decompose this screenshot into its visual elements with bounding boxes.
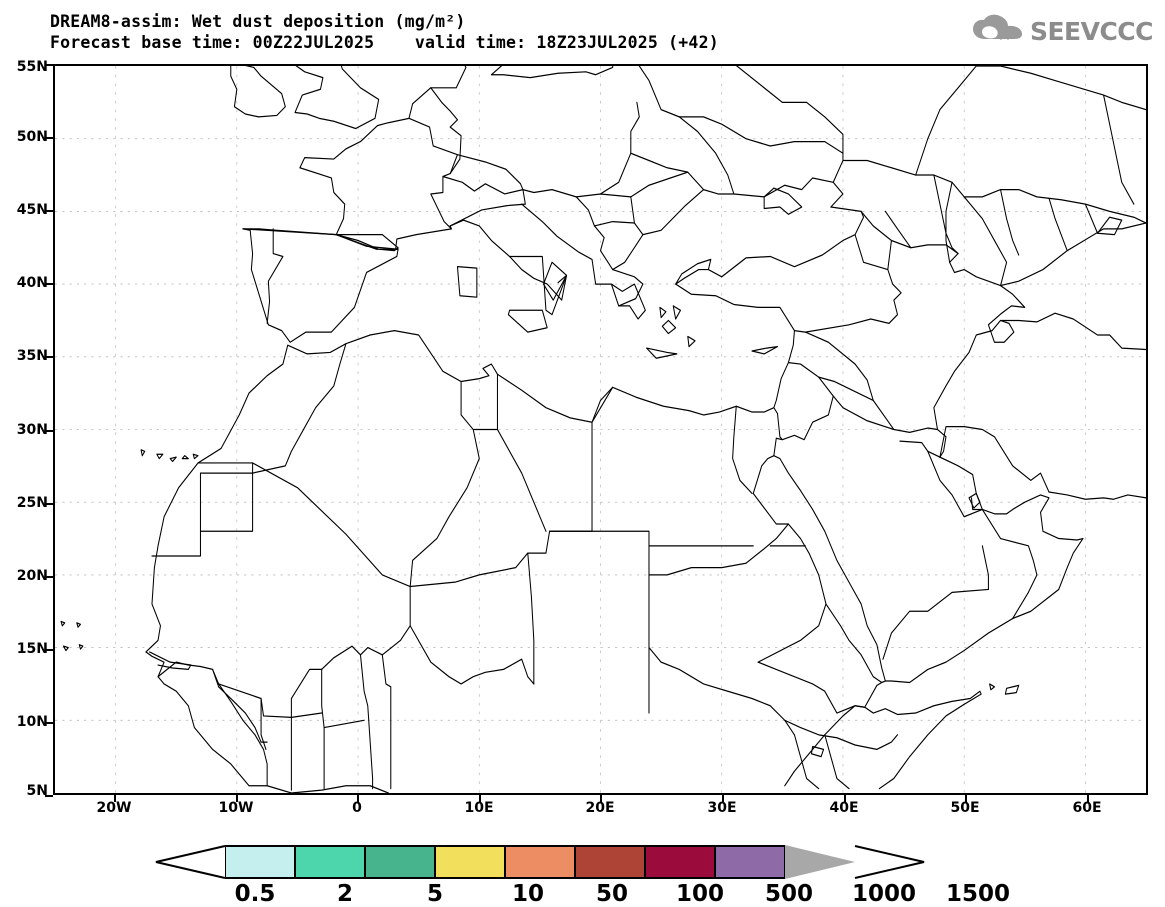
- colorbar-cell-1: [295, 845, 365, 879]
- map-plot-area[interactable]: [53, 64, 1148, 795]
- y-tick-25n: [45, 503, 53, 505]
- colorbar-cell-5: [575, 845, 645, 879]
- colorbar-cell-4: [505, 845, 575, 879]
- colorbar-cell-2: [365, 845, 435, 879]
- chart-header: DREAM8-assim: Wet dust deposition (mg/m²…: [0, 0, 1165, 62]
- y-tick-35n: [45, 356, 53, 358]
- colorbar-cell-7: [715, 845, 785, 879]
- y-axis-label-55n: 55N: [16, 59, 48, 75]
- colorbar-tick-1500: 1500: [945, 881, 1011, 907]
- x-tick-20e: [600, 795, 602, 802]
- x-axis-label-20e: 20E: [585, 800, 615, 816]
- map-coastlines: [60, 66, 1146, 793]
- colorbar-tick-100: 100: [675, 881, 725, 907]
- x-tick-40e: [844, 795, 846, 802]
- x-tick-30e: [722, 795, 724, 802]
- forecast-time-subtitle: Forecast base time: 00Z22JUL2025 valid t…: [50, 33, 719, 52]
- colorbar-swatches: [155, 845, 855, 879]
- y-tick-15n: [45, 649, 53, 651]
- colorbar-tick-10: 10: [511, 881, 545, 907]
- y-tick-40n: [45, 283, 53, 285]
- y-axis-label-45n: 45N: [16, 202, 48, 218]
- colorbar-cell-0: [225, 845, 295, 879]
- y-axis-label-20n: 20N: [16, 568, 48, 584]
- x-tick-0: [357, 795, 359, 802]
- x-axis-label-30e: 30E: [707, 800, 737, 816]
- y-tick-10n: [45, 722, 53, 724]
- map-svg: [55, 66, 1146, 793]
- x-tick-10w: [236, 795, 238, 802]
- y-tick-55n: [45, 64, 53, 66]
- colorbar-tick-500: 500: [764, 881, 814, 907]
- y-axis-label-50n: 50N: [16, 129, 48, 145]
- colorbar-extend-low-arrow: [155, 845, 225, 879]
- colorbar-tick-1000: 1000: [851, 881, 917, 907]
- x-tick-10e: [479, 795, 481, 802]
- y-axis-label-35n: 35N: [16, 348, 48, 364]
- y-axis-label-15n: 15N: [16, 641, 48, 657]
- x-axis-label-40e: 40E: [829, 800, 859, 816]
- colorbar-cell-3: [435, 845, 505, 879]
- seevccc-logo: SEEVCCC: [972, 14, 1154, 48]
- map-gridlines: [55, 66, 1146, 793]
- y-tick-20n: [45, 576, 53, 578]
- cloud-icon: [972, 14, 1024, 48]
- y-axis-label-25n: 25N: [16, 495, 48, 511]
- y-tick-50n: [45, 137, 53, 139]
- colorbar-tick-0p5: 0.5: [234, 881, 276, 907]
- y-axis-label-40n: 40N: [16, 275, 48, 291]
- colorbar: 0.5 2 5 10 50 100 500 1000 1500: [0, 843, 1165, 907]
- y-axis-label-10n: 10N: [16, 714, 48, 730]
- x-axis-label-10w: 10W: [218, 800, 254, 816]
- colorbar-cell-6: [645, 845, 715, 879]
- y-tick-45n: [45, 210, 53, 212]
- page-title: DREAM8-assim: Wet dust deposition (mg/m²…: [50, 12, 466, 31]
- colorbar-extend-high-arrow: [785, 845, 855, 879]
- x-tick-50e: [965, 795, 967, 802]
- x-tick-20w: [114, 795, 116, 802]
- x-axis-label-60e: 60E: [1072, 800, 1102, 816]
- colorbar-tick-50: 50: [595, 881, 629, 907]
- x-axis-label-0: 0: [352, 800, 362, 816]
- logo-text: SEEVCCC: [1029, 16, 1154, 46]
- y-tick-30n: [45, 430, 53, 432]
- y-axis-label-30n: 30N: [16, 422, 48, 438]
- colorbar-tick-2: 2: [336, 881, 354, 907]
- x-axis-label-10e: 10E: [464, 800, 494, 816]
- colorbar-tick-5: 5: [426, 881, 444, 907]
- x-axis-label-50e: 50E: [950, 800, 980, 816]
- y-axis-label-5n: 5N: [26, 783, 48, 799]
- x-tick-60e: [1087, 795, 1089, 802]
- x-axis-label-20w: 20W: [96, 800, 132, 816]
- y-tick-5n: [45, 795, 53, 797]
